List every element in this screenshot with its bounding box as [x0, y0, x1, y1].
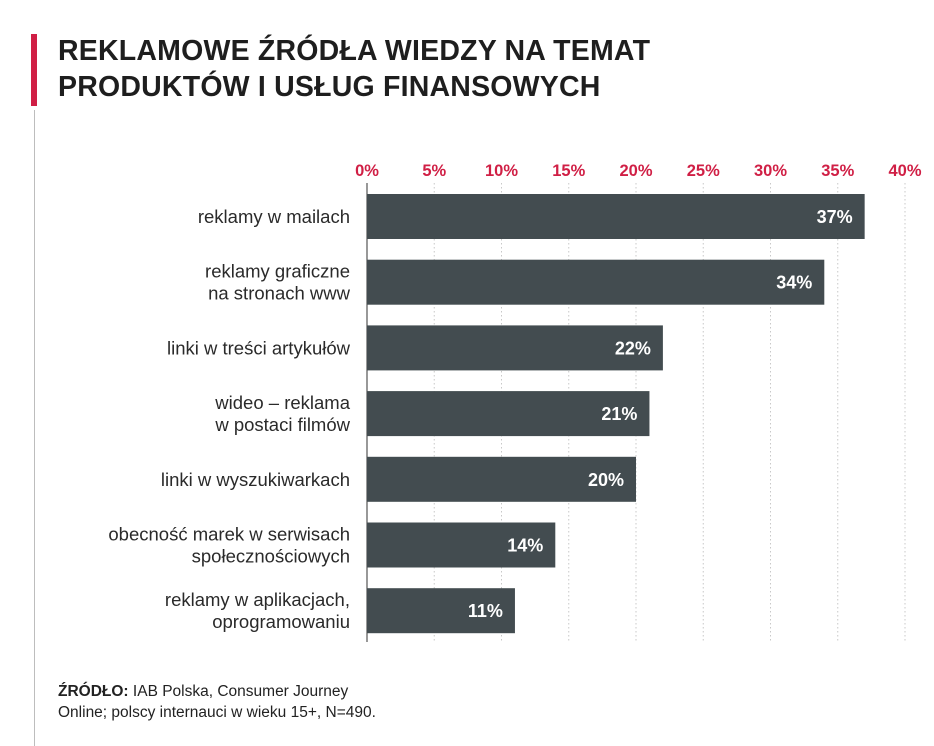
- x-tick-label: 25%: [687, 162, 720, 180]
- source-line-1: ŹRÓDŁO: IAB Polska, Consumer Journey: [58, 681, 658, 702]
- x-tick-label: 15%: [552, 162, 585, 180]
- bar: [367, 456, 636, 502]
- x-tick-label: 10%: [485, 162, 518, 180]
- x-tick-label: 40%: [888, 162, 921, 180]
- chart-title: REKLAMOWE ŹRÓDŁA WIEDZY NA TEMAT PRODUKT…: [58, 33, 878, 105]
- chart-title-line-2: PRODUKTÓW I USŁUG FINANSOWYCH: [58, 71, 601, 103]
- bar: [367, 259, 825, 305]
- bar: [367, 522, 556, 568]
- bar-value-label: 21%: [601, 404, 637, 424]
- category-label: linki w treści artykułów: [167, 337, 351, 358]
- x-tick-label: 0%: [355, 162, 379, 180]
- category-label: reklamy graficzne: [205, 261, 350, 282]
- x-tick-label: 35%: [821, 162, 854, 180]
- x-tick-label: 30%: [754, 162, 787, 180]
- category-label: linki w wyszukiwarkach: [161, 469, 350, 490]
- category-label: społecznościowych: [192, 546, 350, 567]
- x-tick-label: 5%: [422, 162, 446, 180]
- category-label: reklamy w mailach: [198, 206, 350, 227]
- x-tick-label: 20%: [619, 162, 652, 180]
- bar-value-label: 11%: [468, 601, 503, 621]
- title-accent-bar: [31, 34, 37, 106]
- bar-value-label: 22%: [615, 338, 651, 358]
- bar: [367, 588, 515, 634]
- bar: [367, 325, 663, 371]
- bar-value-label: 14%: [507, 536, 543, 556]
- source-note: ŹRÓDŁO: IAB Polska, Consumer Journey Onl…: [58, 681, 658, 723]
- category-label: oprogramowaniu: [212, 611, 350, 632]
- category-label: w postaci filmów: [214, 414, 350, 435]
- bar-value-label: 20%: [588, 470, 624, 490]
- page-margin-rule: [34, 110, 35, 746]
- bar: [367, 391, 650, 437]
- category-label: na stronach www: [208, 283, 351, 304]
- category-label: wideo – reklama: [214, 392, 350, 413]
- bar-value-label: 34%: [776, 273, 812, 293]
- source-text-1: IAB Polska, Consumer Journey: [132, 683, 349, 700]
- chart-title-line-1: REKLAMOWE ŹRÓDŁA WIEDZY NA TEMAT: [58, 35, 651, 67]
- category-label: reklamy w aplikacjach,: [165, 589, 350, 610]
- source-line-2: Online; polscy internauci w wieku 15+, N…: [58, 704, 376, 721]
- source-label: ŹRÓDŁO:: [58, 683, 129, 700]
- bar: [367, 194, 865, 239]
- bar-value-label: 37%: [817, 207, 853, 227]
- category-label: obecność marek w serwisach: [108, 524, 350, 545]
